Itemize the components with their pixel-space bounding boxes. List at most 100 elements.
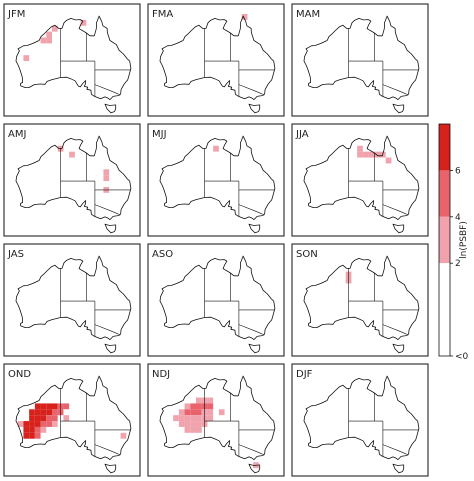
panel-label: AMJ xyxy=(8,129,26,140)
psbf-cell xyxy=(17,421,24,427)
psbf-cell xyxy=(52,403,58,410)
psbf-cell xyxy=(184,409,191,416)
psbf-cell xyxy=(190,403,196,410)
psbf-cell xyxy=(34,403,41,410)
psbf-cell xyxy=(196,426,202,433)
psbf-cell xyxy=(362,151,369,158)
panel-frame xyxy=(291,363,429,477)
psbf-cell xyxy=(46,409,52,416)
psbf-cell xyxy=(184,403,191,410)
colorbar-segment xyxy=(439,124,450,171)
psbf-cell xyxy=(207,415,214,422)
state-border xyxy=(94,204,121,216)
panel-label: SON xyxy=(296,249,318,260)
tasmania-outline xyxy=(392,103,405,114)
panel-frame xyxy=(147,123,285,237)
colorbar-tick-label: 4 xyxy=(455,213,461,223)
psbf-cell xyxy=(184,426,191,433)
state-border xyxy=(94,324,121,336)
tasmania-outline xyxy=(248,103,261,114)
panel-jfm: JFM xyxy=(3,3,141,117)
psbf-cell xyxy=(23,426,30,433)
panel-frame xyxy=(147,243,285,357)
psbf-cell xyxy=(40,37,47,44)
panel-label: FMA xyxy=(152,9,173,20)
panel-mam: MAM xyxy=(291,3,429,117)
psbf-cell xyxy=(34,421,41,427)
panel-label: DJF xyxy=(296,369,313,380)
psbf-cell xyxy=(357,145,363,152)
tasmania-outline xyxy=(392,223,405,234)
coastline xyxy=(159,15,276,100)
psbf-cell xyxy=(34,415,41,422)
coastline xyxy=(303,255,420,341)
state-border xyxy=(94,444,121,456)
panel-label: NDJ xyxy=(152,369,170,380)
colorbar-frame xyxy=(438,123,451,357)
tasmania-outline xyxy=(392,463,405,474)
colorbar: <0 2 4 6 ln(PSBF) xyxy=(438,123,469,362)
panel-label: JJA xyxy=(295,129,309,140)
state-border xyxy=(238,204,265,216)
coastline xyxy=(15,135,132,221)
panel-fma: FMA xyxy=(147,3,285,117)
tasmania-outline xyxy=(104,463,117,474)
state-border xyxy=(382,84,409,96)
psbf-cell xyxy=(207,409,214,416)
tasmania-outline xyxy=(248,343,261,354)
psbf-cell xyxy=(103,175,110,182)
psbf-cell xyxy=(80,19,87,26)
panel-frame xyxy=(291,3,429,117)
psbf-cell xyxy=(46,37,52,44)
state-border xyxy=(238,324,265,336)
psbf-cell xyxy=(184,421,191,427)
psbf-cell xyxy=(23,432,30,439)
psbf-cell xyxy=(207,397,214,404)
psbf-cell xyxy=(23,55,30,62)
panels: JFM FMA MAM AMJ MJJ JJA JAS ASO SON OND NDJ DJF xyxy=(3,3,429,477)
colorbar-tick-label: 6 xyxy=(455,166,461,176)
tasmania-outline xyxy=(104,103,117,114)
psbf-cell xyxy=(34,409,41,416)
psbf-cell xyxy=(29,426,35,433)
psbf-cell xyxy=(34,432,41,439)
coastline xyxy=(303,135,420,221)
colorbar-title: ln(PSBF) xyxy=(459,221,469,259)
panel-label: OND xyxy=(8,369,31,380)
coastline xyxy=(15,15,132,100)
panel-label: JAS xyxy=(7,249,24,260)
state-border xyxy=(382,324,409,336)
tasmania-outline xyxy=(248,223,261,234)
panel-aso: ASO xyxy=(147,243,285,357)
psbf-cell xyxy=(29,409,35,416)
colorbar-segment xyxy=(439,263,450,310)
panel-frame xyxy=(3,363,141,477)
panel-frame xyxy=(3,123,141,237)
panel-label: JFM xyxy=(7,9,25,20)
coastline xyxy=(303,15,420,100)
panel-jas: JAS xyxy=(3,243,141,357)
panel-label: ASO xyxy=(152,249,173,260)
panel-frame xyxy=(291,123,429,237)
panel-frame xyxy=(3,243,141,357)
psbf-cell xyxy=(46,421,52,427)
psbf-cell xyxy=(29,415,35,422)
colorbar-tick-label: 2 xyxy=(455,259,461,269)
psbf-cell xyxy=(52,25,58,32)
panel-cells xyxy=(23,19,87,62)
coastline xyxy=(15,375,132,461)
psbf-cell xyxy=(29,432,35,439)
psbf-cell xyxy=(190,421,196,427)
psbf-cell xyxy=(40,403,47,410)
psbf-cell xyxy=(23,421,30,427)
psbf-cell xyxy=(374,151,380,158)
psbf-cell xyxy=(63,403,70,410)
panel-djf: DJF xyxy=(291,363,429,477)
panel-amj: AMJ xyxy=(3,123,141,237)
psbf-cell xyxy=(173,415,179,422)
psbf-cell xyxy=(29,421,35,427)
colorbar-segment xyxy=(439,170,450,217)
coastline xyxy=(15,255,132,341)
state-border xyxy=(238,84,265,96)
panel-cells xyxy=(241,14,248,20)
